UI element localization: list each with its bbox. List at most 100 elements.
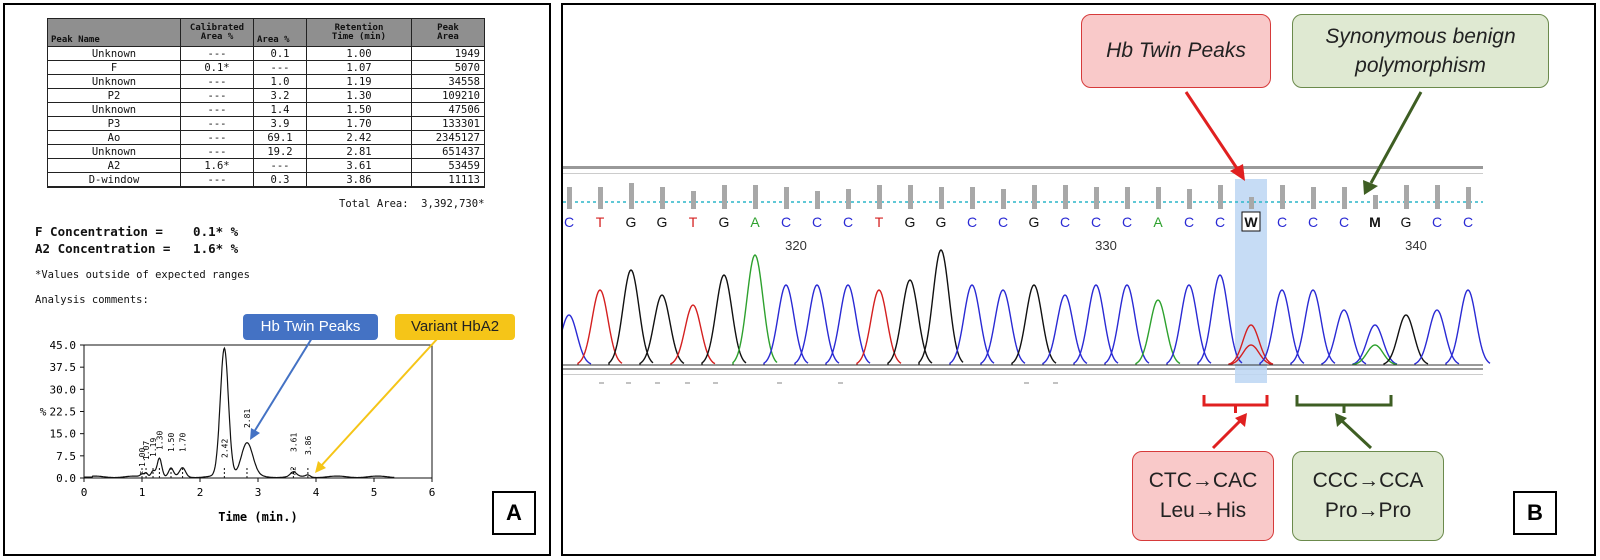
table-cell: --- [253,60,307,75]
trace-peak [1414,309,1460,365]
table-cell: 1.30 [306,88,412,103]
trace-peak [1352,324,1398,365]
top-rail [563,166,1483,169]
analysis-comments: Analysis comments: [35,294,149,306]
x-axis-label: Time (min.) [218,510,297,524]
quality-bar [1311,187,1316,209]
table-cell: 3.86 [306,172,412,188]
quality-bar [629,183,634,209]
panel-a-letter: A [492,491,536,535]
trace-peak [1135,299,1181,365]
base-call-C: C [967,214,977,230]
x-tick-label: 3 [255,486,262,499]
table-cell: 1.19 [306,74,412,89]
quality-bar [908,185,913,209]
table-cell: Unknown [47,46,181,61]
variant-hba2-label: Variant HbA2 [395,314,515,340]
codon-red-arrow [1211,418,1243,450]
base-call-C: C [1091,214,1101,230]
sequence-position: 340 [1405,238,1427,253]
trace-peak [1073,284,1119,365]
x-tick-label: 6 [429,486,436,499]
table-cell: 1.70 [306,116,412,131]
base-call-C: C [1122,214,1132,230]
quality-bar [722,185,727,209]
base-call-C: C [781,214,791,230]
table-row: Unknown --- 1.0 1.19 34558 [47,74,485,89]
quality-bar [877,185,882,209]
total-area: Total Area: 3,392,730* [339,198,485,210]
table-cell: 3.9 [253,116,307,131]
table-cell: 5070 [411,60,485,75]
highlight-column [1235,179,1267,383]
trace-peak [1383,314,1429,365]
header-peak-area: Peak Area [411,18,485,47]
peak-label: 2.81 [243,409,252,428]
codon-change-green-line-1: CCC→CCA [1312,469,1424,492]
quality-bar [939,187,944,209]
f-concentration: F Concentration = 0.1* % [35,224,239,239]
hb-twin-peaks-callout: Hb Twin Peaks [1081,14,1271,88]
y-tick-label: 7.5 [56,450,76,463]
table-cell: --- [180,144,254,159]
quality-bar [1094,187,1099,209]
peak-label: 1.00 [138,448,147,467]
table-cell: 3.61 [306,158,412,173]
base-call-C: C [1308,214,1318,230]
base-call-C: C [1432,214,1442,230]
codon-change-red-line-2: Leu→His [1159,499,1247,522]
codon-change-green-box: CCC→CCA Pro→Pro [1292,451,1444,541]
chromatogram-trace [84,346,395,479]
trace-peak [608,269,654,365]
quality-bar [1249,197,1254,209]
quality-bar [1280,185,1285,209]
base-call-A: A [1153,214,1163,230]
table-cell: 1.0 [253,74,307,89]
synonymous-callout-line-1: Synonymous benign [1325,25,1516,48]
panel-b: Hb Twin Peaks Synonymous benign polymorp… [561,3,1596,556]
y-tick-label: 15.0 [50,428,77,441]
table-cell: 2345127 [411,130,485,145]
table-cell: --- [180,88,254,103]
table-row: F 0.1* --- 1.07 5070 [47,60,485,75]
codon-bracket-red [1202,395,1269,407]
x-tick-label: 5 [371,486,378,499]
table-row: D-window --- 0.3 3.86 11113 [47,172,485,188]
quality-bar [1187,189,1192,209]
quality-bar [1156,187,1161,209]
trace-peak [563,314,592,365]
sequence-position: 330 [1095,238,1117,253]
table-cell: 1.50 [306,102,412,117]
table-cell: 0.3 [253,172,307,188]
base-call-A: A [750,214,760,230]
peak-label: 3.61 [289,433,298,452]
quality-bar [598,187,603,209]
trace-peak [1290,289,1336,365]
a2-concentration: A2 Concentration = 1.6* % [35,241,239,256]
synonymous-arrowhead [1363,180,1378,195]
quality-bar [815,191,820,209]
table-cell: D-window [47,172,181,188]
base-call-C: C [1060,214,1070,230]
header-area-percent: Area % [253,18,307,47]
table-cell: 2.42 [306,130,412,145]
base-call-G: G [1029,214,1040,230]
trace-peak [639,294,685,365]
quality-bar [1063,185,1068,209]
table-cell: Unknown [47,102,181,117]
quality-bar [753,185,758,209]
bottom-rail [563,368,1483,370]
base-call-C: C [812,214,822,230]
codon-green-arrow [1339,418,1373,450]
quality-bar [1404,185,1409,209]
table-cell: 47506 [411,102,485,117]
table-cell: 2.81 [306,144,412,159]
codon-red-arrowhead [1235,413,1247,427]
x-tick-label: 2 [197,486,204,499]
table-cell: --- [180,102,254,117]
table-cell: Unknown [47,144,181,159]
base-call-C: C [843,214,853,230]
base-call-G: G [657,214,668,230]
table-cell: P3 [47,116,181,131]
twin-peaks-arrowhead [1230,164,1245,181]
